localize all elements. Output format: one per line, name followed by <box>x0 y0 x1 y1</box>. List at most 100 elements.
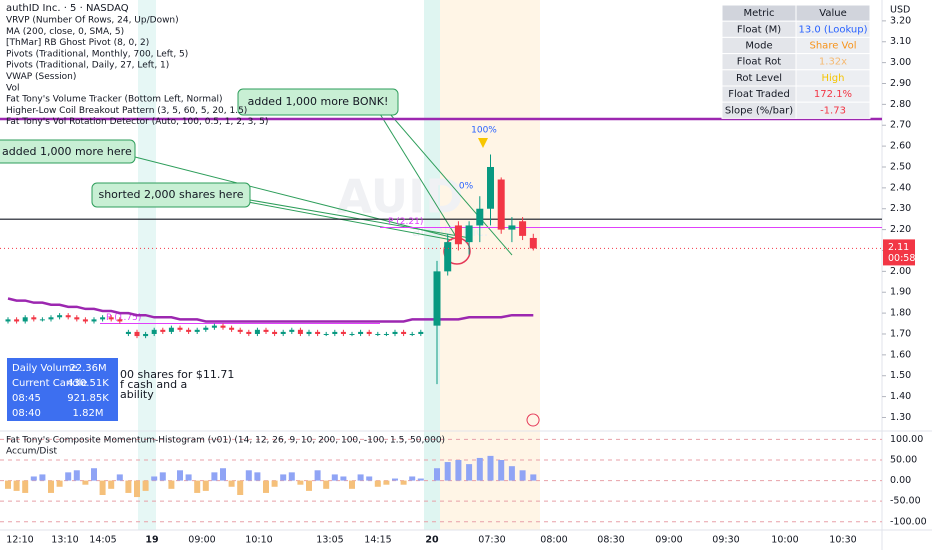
histogram-bar <box>288 472 295 481</box>
histogram-bar <box>323 480 330 489</box>
histogram-bar <box>434 468 440 481</box>
pivot-label: P (1.75) <box>106 313 141 323</box>
candle-body <box>229 327 235 330</box>
callout-box <box>237 88 399 116</box>
candle-body <box>465 225 473 243</box>
histogram-bar <box>392 478 398 481</box>
histogram-bar <box>508 466 515 481</box>
histogram-bar <box>237 480 244 495</box>
indicator-legend: Fat Tony's Volume Tracker (Bottom Left, … <box>6 95 223 105</box>
candle-body <box>48 317 54 320</box>
candle-body <box>366 331 372 334</box>
candle-body <box>237 329 243 332</box>
histogram-bar <box>168 480 175 489</box>
candle-body <box>375 333 381 335</box>
candle-body <box>297 329 303 334</box>
indicator-legend: [ThMar] RB Ghost Pivot (8, 0, 2) <box>6 38 149 48</box>
histogram-bar <box>306 480 312 491</box>
x-tick-label: 12:10 <box>6 535 33 546</box>
candle-body <box>263 329 269 332</box>
candle-body <box>340 331 346 334</box>
table-cell-text: 13.0 (Lookup) <box>798 24 867 35</box>
info-box <box>7 358 118 421</box>
y-tick-label: 3.10 <box>890 36 911 47</box>
histogram-bar <box>476 457 483 481</box>
indicator-legend: Pivots (Traditional, Daily, 27, Left, 1) <box>6 61 169 71</box>
histogram-bar <box>349 480 355 489</box>
candle-body <box>487 166 494 209</box>
indicator-legend: VRVP (Number Of Rows, 24, Up/Down) <box>6 16 179 26</box>
y-tick-label: 2.80 <box>890 99 911 110</box>
candle-body <box>529 237 537 249</box>
histogram-bar <box>519 470 526 481</box>
table-cell-text: Mode <box>745 41 772 52</box>
candle-body <box>409 333 415 335</box>
y-tick-label: 2.30 <box>890 203 911 214</box>
y-tick-label: 2.00 <box>890 266 911 277</box>
candle-body <box>125 331 131 334</box>
histogram-bar <box>228 480 235 487</box>
x-tick-label: 13:05 <box>316 535 343 546</box>
callout-pointer <box>379 113 456 236</box>
callouts: added 1,000 more BONK! added 1,000 more … <box>0 88 540 427</box>
table-header: Value <box>819 8 846 19</box>
last-price-label: 2.11 <box>888 242 909 253</box>
callout-pointer <box>247 201 453 241</box>
countdown: 00:58 <box>888 253 915 264</box>
histogram-bar <box>498 460 505 481</box>
indicator-legend: MA (200, close, 0, SMA, 5) <box>6 27 124 37</box>
x-tick-label: 10:30 <box>829 535 856 546</box>
indicator-legend: Vol <box>6 83 19 93</box>
x-tick-label: 08:00 <box>540 535 567 546</box>
info-text: 08:45 <box>12 393 41 404</box>
callout-text: shorted 2,000 shares here <box>98 188 243 201</box>
candle-body <box>349 333 355 335</box>
histogram-bar <box>245 470 252 481</box>
info-text: Daily Volume <box>12 363 78 374</box>
candle-body <box>31 317 37 320</box>
y-tick-label: 100.00 <box>890 434 923 445</box>
info-text: Current Candle <box>12 378 87 389</box>
candle-body <box>186 329 192 332</box>
candle-body <box>254 329 260 334</box>
event-icon <box>526 413 540 427</box>
histogram-bar <box>116 474 123 481</box>
x-tick-label: 10:00 <box>771 535 798 546</box>
histogram-bar <box>487 455 494 481</box>
last-price-box <box>883 239 915 266</box>
candle-body <box>332 331 338 334</box>
candle-body <box>272 331 278 334</box>
histogram-bar <box>400 480 407 485</box>
candle-body <box>358 331 364 334</box>
histogram-bar <box>39 474 46 481</box>
candle-body <box>108 317 114 320</box>
x-tick-label: 20 <box>425 535 439 546</box>
candle-body <box>418 331 424 334</box>
chart-title: authID Inc. · 5 · NASDAQ <box>6 3 129 14</box>
histogram-bar <box>13 480 20 491</box>
table-cell-text: Float (M) <box>737 24 781 35</box>
note-fragment: 00 shares for $11.71 <box>120 368 234 381</box>
candle-body <box>392 331 398 334</box>
info-text: 1.82M <box>73 408 104 419</box>
histogram-bar <box>159 472 166 481</box>
histogram-bar <box>409 476 416 481</box>
y-tick-label: 1.60 <box>890 349 911 360</box>
candle-body <box>39 319 45 321</box>
indicator-legend: Pivots (Traditional, Monthly, 700, Left,… <box>6 49 188 59</box>
x-tick-label: 14:05 <box>89 535 116 546</box>
pivot-label: P (2.21) <box>388 217 423 227</box>
histogram-bar <box>65 472 72 481</box>
candle-body <box>57 315 63 318</box>
peak-label: 100% <box>471 126 497 136</box>
histogram-bar <box>151 476 158 481</box>
histogram-bar <box>211 472 218 481</box>
candle-body <box>194 329 200 332</box>
candle-body <box>444 242 452 272</box>
y-tick-label: 2.90 <box>890 78 911 89</box>
candle-body <box>203 327 209 330</box>
y-tick-label: 2.20 <box>890 224 911 235</box>
histogram-bar <box>99 480 106 495</box>
y-tick-label: 1.50 <box>890 370 911 381</box>
